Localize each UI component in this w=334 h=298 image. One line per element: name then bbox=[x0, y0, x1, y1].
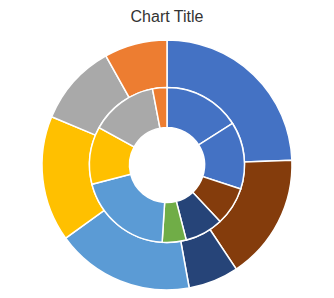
rings bbox=[42, 40, 292, 290]
slice bbox=[162, 201, 186, 242]
ring bbox=[90, 88, 245, 243]
title: Chart Title bbox=[131, 8, 204, 25]
slice bbox=[92, 174, 165, 242]
chart: Chart Title bbox=[0, 0, 334, 298]
slice bbox=[152, 88, 167, 129]
slice bbox=[99, 89, 160, 147]
ring bbox=[42, 40, 292, 290]
